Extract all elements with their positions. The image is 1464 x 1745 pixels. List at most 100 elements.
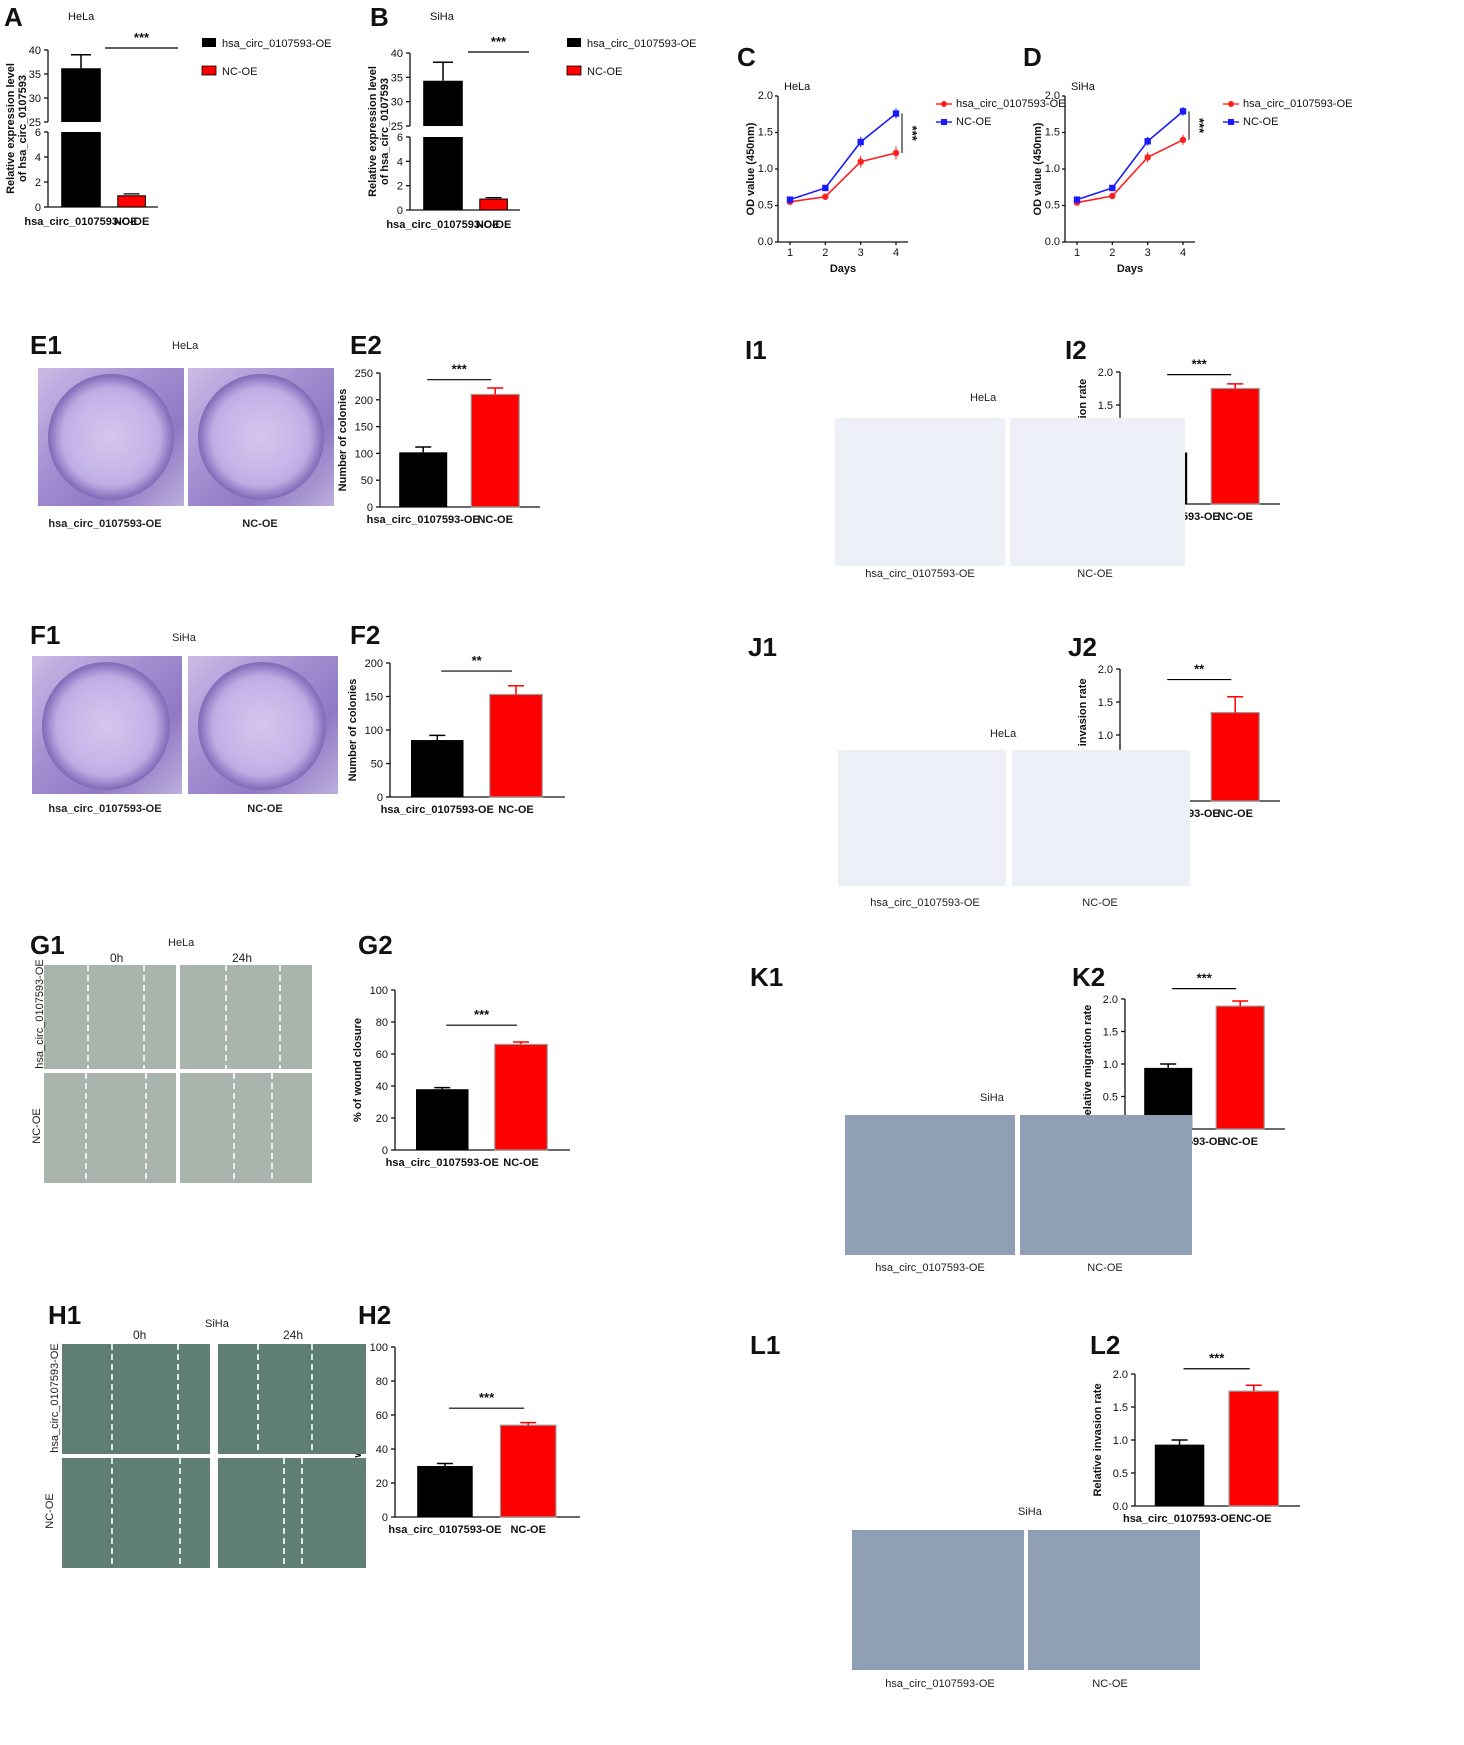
h2-y-tick-label: 100 bbox=[370, 1342, 388, 1354]
f2-bar-nc bbox=[489, 693, 543, 798]
chart-c-od-hela: HeLa 0.0 0.5 1.0 1.5 2.0 1 2 3 4 Days OD value (450… bbox=[745, 81, 1065, 275]
panel-label-j2: J2 bbox=[1068, 632, 1097, 662]
chart-g2-wound-hela: 0 20 40 60 80 100 % of wound closure hsa_circ_0… bbox=[352, 985, 570, 1169]
transwell-photo-k1-nc bbox=[1020, 1115, 1192, 1255]
g2-y-tick-label: 100 bbox=[370, 985, 388, 997]
g1-wound-edge-lines bbox=[85, 965, 281, 1183]
g2-significance-label: *** bbox=[474, 1007, 490, 1022]
c-series-line-oe bbox=[789, 152, 897, 203]
h2-bar-oe bbox=[417, 1466, 473, 1517]
a-bar-oe-upper bbox=[61, 68, 101, 122]
a-y-tick-label: 2 bbox=[35, 177, 41, 189]
d-legend-marker-nc bbox=[1228, 119, 1234, 125]
a-legend-swatch-oe bbox=[202, 38, 216, 47]
a-legend-label-nc: NC-OE bbox=[222, 66, 257, 78]
e1-title: HeLa bbox=[172, 340, 199, 352]
d-legend-marker-oe bbox=[1228, 101, 1234, 107]
c-legend-marker-oe bbox=[941, 101, 947, 107]
g2-y-tick-label: 80 bbox=[376, 1017, 388, 1029]
b-y-axis-label-line2: of hsa_circ_0107593 bbox=[379, 78, 391, 185]
panel-label-l2: L2 bbox=[1090, 1330, 1121, 1360]
panel-label-e1: E1 bbox=[30, 330, 62, 360]
h1-row-label-oe: hsa_circ_0107593-OE bbox=[49, 1343, 61, 1453]
b-y-tick-label: 6 bbox=[397, 132, 403, 144]
d-point-nc bbox=[1179, 108, 1187, 115]
c-x-tick-label: 2 bbox=[822, 247, 828, 259]
wound-photo-g1-oe-0h bbox=[44, 965, 176, 1069]
transwell-photo-j1-nc bbox=[1012, 750, 1190, 886]
b-bar-nc bbox=[479, 198, 508, 211]
g2-y-tick-label: 0 bbox=[382, 1145, 388, 1157]
f1-caption-oe: hsa_circ_0107593-OE bbox=[48, 803, 162, 815]
a-bar-oe-lower bbox=[61, 132, 101, 207]
e2-y-tick-label: 200 bbox=[355, 395, 373, 407]
e2-x-tick-label: NC-OE bbox=[477, 514, 512, 526]
a-x-tick-label: hsa_circ_0107593-OE bbox=[24, 216, 137, 228]
h1-label-0h: 0h bbox=[133, 1328, 147, 1342]
d-point-nc bbox=[1144, 138, 1151, 145]
e2-y-tick-label: 0 bbox=[367, 502, 373, 514]
b-bar-oe-upper bbox=[423, 80, 463, 126]
panel-label-f2: F2 bbox=[350, 620, 381, 650]
j1-caption-nc: NC-OE bbox=[1082, 897, 1118, 909]
e2-bar-oe bbox=[399, 452, 448, 507]
i1-title: HeLa bbox=[970, 392, 997, 404]
transwell-photo-i1-nc bbox=[1010, 418, 1185, 566]
d-x-axis-label: Days bbox=[1117, 263, 1143, 275]
i2-significance-label: *** bbox=[1192, 357, 1208, 372]
k1-caption-oe: hsa_circ_0107593-OE bbox=[875, 1262, 985, 1274]
h1-row-label-nc: NC-OE bbox=[44, 1493, 56, 1529]
d-y-tick-label: 0.5 bbox=[1045, 200, 1060, 212]
a-y-tick-label: 40 bbox=[29, 45, 41, 57]
k2-y-tick-label: 1.5 bbox=[1103, 1027, 1118, 1039]
panel-label-l1: L1 bbox=[750, 1330, 781, 1360]
c-point-nc bbox=[857, 138, 864, 146]
b-chart-title: SiHa bbox=[430, 11, 455, 23]
f2-x-tick-label: NC-OE bbox=[498, 804, 533, 816]
l2-y-tick-label: 0.0 bbox=[1113, 1501, 1128, 1513]
c-x-tick-label: 3 bbox=[858, 247, 864, 259]
l1-caption-oe: hsa_circ_0107593-OE bbox=[885, 1678, 995, 1690]
c-point-oe bbox=[822, 193, 829, 200]
a-y-tick-label: 35 bbox=[29, 69, 41, 81]
a-y-tick-label: 6 bbox=[35, 127, 41, 139]
d-x-tick-label: 2 bbox=[1109, 247, 1115, 259]
d-y-tick-label: 2.0 bbox=[1045, 90, 1060, 102]
h1-wound-edge-lines bbox=[111, 1344, 313, 1568]
i1-caption-oe: hsa_circ_0107593-OE bbox=[865, 568, 975, 580]
j1-caption-oe: hsa_circ_0107593-OE bbox=[870, 897, 980, 909]
a-chart-title: HeLa bbox=[68, 11, 95, 23]
wound-photo-g1-nc-24h bbox=[180, 1073, 312, 1183]
l2-y-axis-label: Relative invasion rate bbox=[1092, 1383, 1104, 1496]
chart-b-expression-siha: SiHa 25 30 35 40 0 2 4 6 Relative expression leve… bbox=[367, 11, 696, 231]
a-y-tick-label: 0 bbox=[35, 202, 41, 214]
colony-photo-f1-oe bbox=[32, 656, 182, 794]
d-y-tick-label: 1.0 bbox=[1045, 163, 1060, 175]
transwell-photo-l1-nc bbox=[1028, 1530, 1200, 1670]
c-y-axis-label: OD value (450nm) bbox=[745, 122, 757, 215]
b-x-tick-label: NC-OE bbox=[476, 219, 511, 231]
c-series-line-nc bbox=[789, 112, 897, 201]
c-point-nc bbox=[786, 196, 794, 203]
g1-title: HeLa bbox=[168, 937, 195, 949]
l2-x-tick-label: hsa_circ_0107593-OE bbox=[1123, 1513, 1236, 1525]
j2-y-tick-label: 1.5 bbox=[1098, 697, 1113, 709]
h2-y-tick-label: 0 bbox=[382, 1512, 388, 1524]
i2-x-tick-label: NC-OE bbox=[1217, 511, 1252, 523]
b-y-axis-label-line1: Relative expression level bbox=[367, 66, 379, 197]
f1-title: SiHa bbox=[172, 632, 196, 644]
d-y-tick-label: 0.0 bbox=[1045, 236, 1060, 248]
d-point-nc bbox=[1073, 196, 1081, 203]
j2-significance-label: ** bbox=[1194, 662, 1205, 677]
c-significance-label: *** bbox=[905, 126, 920, 142]
l2-y-tick-label: 1.5 bbox=[1113, 1402, 1128, 1414]
i2-bar-nc bbox=[1210, 387, 1260, 505]
c-y-tick-label: 0.0 bbox=[758, 236, 773, 248]
c-point-nc bbox=[822, 184, 829, 192]
e2-significance-label: *** bbox=[452, 362, 468, 377]
a-y-axis-label-line1: Relative expression level bbox=[5, 63, 17, 194]
l2-bar-oe bbox=[1154, 1444, 1205, 1506]
b-y-tick-label: 0 bbox=[397, 205, 403, 217]
h2-x-tick-label: hsa_circ_0107593-OE bbox=[388, 1524, 501, 1536]
